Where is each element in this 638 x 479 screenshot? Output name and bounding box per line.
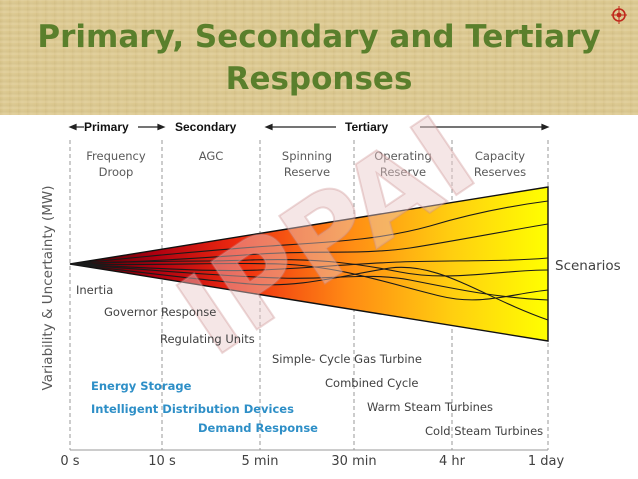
bracket-label-tertiary: Tertiary xyxy=(345,120,388,134)
resource-label-governor-response: Governor Response xyxy=(104,305,216,319)
uncertainty-funnel xyxy=(69,186,549,342)
resource-label-regulating-units: Regulating Units xyxy=(160,332,255,346)
bracket-label-secondary: Secondary xyxy=(175,120,237,134)
column-label-frequency-droop-2: Droop xyxy=(99,165,134,179)
title-line-1: Primary, Secondary and Tertiary xyxy=(37,19,601,55)
x-tick-5min: 5 min xyxy=(242,454,279,469)
resource-label-energy-storage: Energy Storage xyxy=(91,379,192,393)
scenario-curves xyxy=(69,200,549,321)
y-axis-label: Variability & Uncertainty (MW) xyxy=(40,186,56,391)
x-tick-0s: 0 s xyxy=(60,454,79,469)
scenario-curve xyxy=(69,257,549,272)
column-label-agc: AGC xyxy=(199,149,224,163)
column-label-operating-reserve-1: Operating xyxy=(374,149,432,163)
scenario-curve xyxy=(69,223,549,265)
title-band xyxy=(0,0,638,115)
scenario-curve xyxy=(69,258,549,277)
title-line-2: Responses xyxy=(225,61,413,97)
slide-title: Primary, Secondary and Tertiary Response… xyxy=(0,16,638,100)
column-label-operating-reserve-2: Reserve xyxy=(380,165,426,179)
column-label-capacity-reserves-2: Reserves xyxy=(474,165,526,179)
resource-label-demand-response: Demand Response xyxy=(198,421,318,435)
scenario-curve xyxy=(69,263,549,321)
x-tick-1day: 1 day xyxy=(528,454,565,469)
bracket-arrows xyxy=(68,123,550,131)
bracket-label-primary: Primary xyxy=(84,120,129,134)
scenarios-label: Scenarios xyxy=(555,258,621,274)
scenario-curve xyxy=(69,263,549,301)
column-label-spinning-reserve-2: Reserve xyxy=(284,165,330,179)
resource-label-cold-steam-turbines: Cold Steam Turbines xyxy=(425,424,543,438)
resource-label-combined-cycle: Combined Cycle xyxy=(325,376,419,390)
resource-label-warm-steam-turbines: Warm Steam Turbines xyxy=(367,400,493,414)
resource-label-inertia: Inertia xyxy=(76,283,113,297)
scenario-curve xyxy=(69,200,549,265)
column-label-frequency-droop-1: Frequency xyxy=(86,149,146,163)
resource-label-intelligent-distribution-devices: Intelligent Distribution Devices xyxy=(91,402,294,416)
column-label-spinning-reserve-1: Spinning xyxy=(282,149,332,163)
scenario-curve xyxy=(69,262,549,301)
x-tick-10s: 10 s xyxy=(148,454,176,469)
resource-label-simple-cycle-gas-turbine: Simple- Cycle Gas Turbine xyxy=(272,352,422,366)
org-emblem-icon xyxy=(611,6,627,24)
column-label-capacity-reserves-1: Capacity xyxy=(475,149,525,163)
x-tick-4hr: 4 hr xyxy=(439,454,466,469)
x-tick-30min: 30 min xyxy=(331,454,376,469)
